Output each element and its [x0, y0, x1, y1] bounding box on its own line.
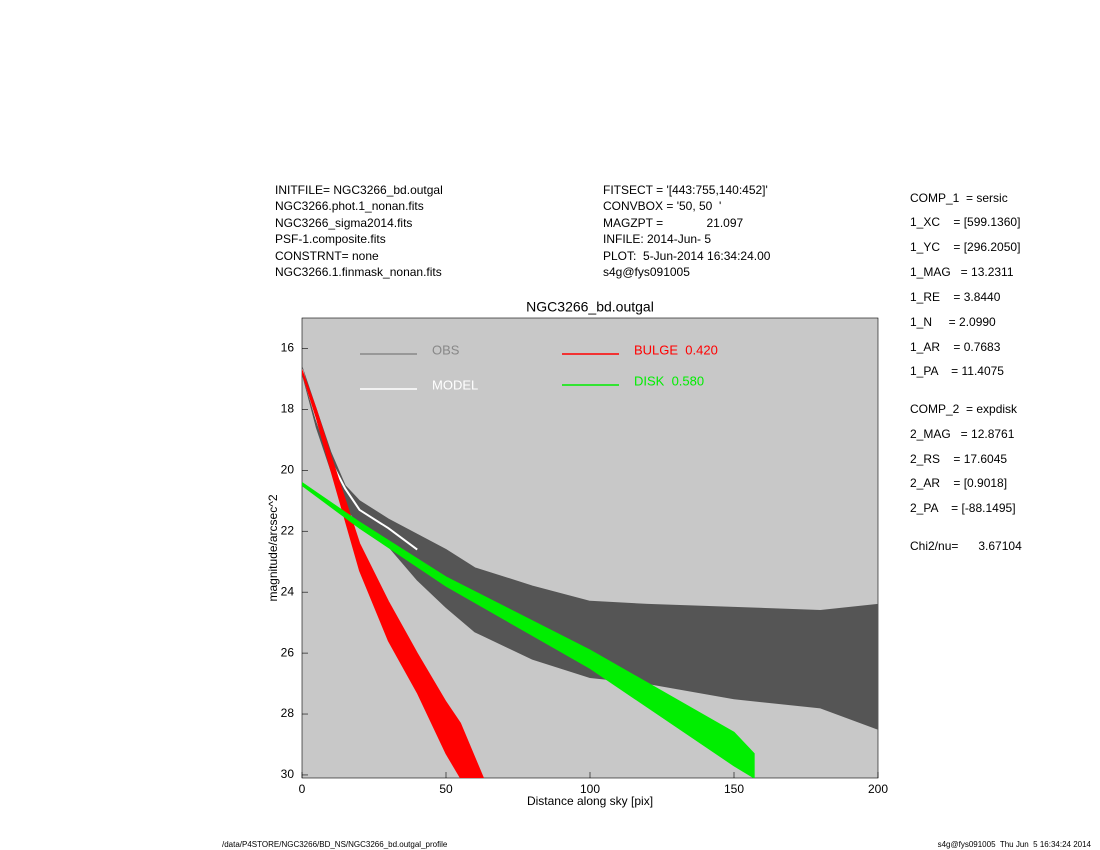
param-text: 1_MAG = 13.2311 [910, 265, 1014, 279]
param-text: 2_RS = 17.6045 [910, 452, 1007, 466]
x-tick-label: 200 [868, 782, 888, 796]
info-text: PLOT: 5-Jun-2014 16:34:24.00 [603, 249, 771, 263]
info-text: NGC3266_sigma2014.fits [275, 216, 412, 230]
param-text: 1_YC = [296.2050] [910, 240, 1020, 254]
footer-right: s4g@fys091005 Thu Jun 5 16:34:24 2014 [938, 840, 1092, 849]
legend-label: BULGE 0.420 [634, 342, 718, 357]
legend-label: MODEL [432, 377, 478, 392]
param-text: COMP_2 = expdisk [910, 402, 1018, 416]
legend-label: OBS [432, 342, 460, 357]
info-text: INITFILE= NGC3266_bd.outgal [275, 183, 443, 197]
y-tick-label: 16 [281, 341, 295, 355]
param-text: 1_XC = [599.1360] [910, 215, 1020, 229]
param-text: COMP_1 = sersic [910, 191, 1008, 205]
param-text: 2_PA = [-88.1495] [910, 501, 1016, 515]
param-text: 1_AR = 0.7683 [910, 340, 1001, 354]
plot-area [302, 366, 878, 778]
y-axis-label: magnitude/arcsec^2 [266, 494, 280, 601]
info-text: CONSTRNT= none [275, 249, 379, 263]
param-text: 2_MAG = 12.8761 [910, 427, 1015, 441]
y-tick-label: 22 [281, 523, 295, 537]
x-tick-label: 0 [299, 782, 306, 796]
info-text: FITSECT = '[443:755,140:452]' [603, 183, 768, 197]
band-area [302, 481, 755, 778]
y-tick-label: 18 [281, 402, 295, 416]
param-text: 2_AR = [0.9018] [910, 476, 1007, 490]
x-tick-label: 150 [724, 782, 744, 796]
param-text: 1_PA = 11.4075 [910, 364, 1004, 378]
param-text: Chi2/nu= 3.67104 [910, 539, 1022, 553]
x-axis-label: Distance along sky [pix] [527, 794, 653, 808]
param-text: 1_N = 2.0990 [910, 315, 996, 329]
y-tick-label: 28 [281, 706, 295, 720]
y-tick-label: 30 [281, 767, 295, 781]
legend-label: DISK 0.580 [634, 373, 704, 388]
band-area [302, 369, 484, 778]
y-tick-label: 26 [281, 645, 295, 659]
info-text: NGC3266.phot.1_nonan.fits [275, 199, 424, 213]
info-text: NGC3266.1.finmask_nonan.fits [275, 265, 442, 279]
info-text: INFILE: 2014-Jun- 5 [603, 232, 711, 246]
info-text: s4g@fys091005 [603, 265, 690, 279]
y-tick-label: 24 [281, 584, 295, 598]
info-text: PSF-1.composite.fits [275, 232, 386, 246]
info-text: MAGZPT = 21.097 [603, 216, 743, 230]
x-tick-label: 50 [439, 782, 453, 796]
footer-left: /data/P4STORE/NGC3266/BD_NS/NGC3266_bd.o… [222, 840, 448, 849]
x-tick-label: 100 [580, 782, 600, 796]
chart-title: NGC3266_bd.outgal [526, 299, 654, 315]
y-tick-label: 20 [281, 462, 295, 476]
info-text: CONVBOX = '50, 50 ' [603, 199, 721, 213]
param-text: 1_RE = 3.8440 [910, 290, 1001, 304]
